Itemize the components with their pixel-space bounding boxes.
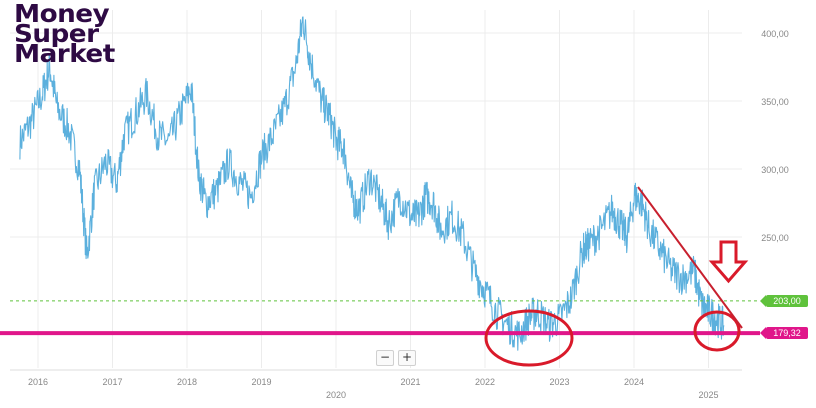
logo-line-3: Market [14, 39, 115, 68]
downtrend-line [637, 186, 743, 329]
x-axis: 2016 2017 2018 2019 2020 2021 2022 2023 2024 2025 [10, 369, 742, 400]
y-tick-label: 350,00 [761, 97, 789, 107]
zoom-controls: − + [376, 350, 416, 366]
ellipse-2025 [693, 310, 741, 352]
y-tick-label: 400,00 [761, 29, 789, 39]
x-tick-label: 2018 [177, 377, 197, 387]
logo-line-1: Money [14, 0, 110, 28]
reference-price-tag: 203,00 [760, 294, 808, 307]
reference-lines [0, 300, 760, 336]
annotations [484, 186, 749, 367]
x-tick-label: 2024 [624, 377, 644, 387]
price-line [19, 16, 725, 351]
zoom-out-button[interactable]: − [376, 350, 394, 366]
x-tick-label: 2016 [28, 377, 48, 387]
y-tick-label: 300,00 [761, 165, 789, 175]
ellipse-2022-low [484, 309, 574, 367]
x-tick-label: 2017 [102, 377, 122, 387]
zoom-in-button[interactable]: + [398, 350, 416, 366]
moneysupermarket-logo: Money Super Market [14, 1, 115, 66]
down-arrow-icon [708, 240, 749, 284]
x-tick-label: 2022 [475, 377, 495, 387]
price-series [19, 16, 725, 351]
x-tick-label: 2020 [326, 390, 346, 400]
y-axis: 400,00 350,00 300,00 250,00 [761, 29, 789, 243]
y-tick-label: 250,00 [761, 233, 789, 243]
support-price-tag: 179,32 [760, 327, 808, 340]
x-tick-label: 2025 [698, 390, 718, 400]
logo-line-2: Super [14, 19, 99, 48]
x-tick-label: 2019 [251, 377, 271, 387]
x-tick-label: 2023 [549, 377, 569, 387]
x-tick-label: 2021 [400, 377, 420, 387]
